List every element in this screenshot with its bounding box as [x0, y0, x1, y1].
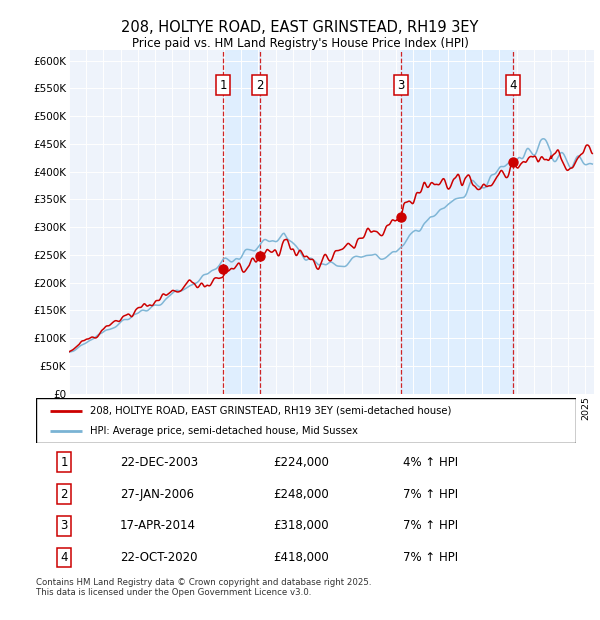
Text: 208, HOLTYE ROAD, EAST GRINSTEAD, RH19 3EY: 208, HOLTYE ROAD, EAST GRINSTEAD, RH19 3… [121, 20, 479, 35]
Text: 1: 1 [220, 79, 227, 92]
Text: 22-DEC-2003: 22-DEC-2003 [120, 456, 198, 469]
Text: Price paid vs. HM Land Registry's House Price Index (HPI): Price paid vs. HM Land Registry's House … [131, 37, 469, 50]
Text: £224,000: £224,000 [274, 456, 329, 469]
Text: £418,000: £418,000 [274, 551, 329, 564]
Text: 7% ↑ HPI: 7% ↑ HPI [403, 520, 458, 533]
Text: HPI: Average price, semi-detached house, Mid Sussex: HPI: Average price, semi-detached house,… [90, 426, 358, 436]
Text: 4: 4 [61, 551, 68, 564]
Text: £248,000: £248,000 [274, 487, 329, 500]
Text: 7% ↑ HPI: 7% ↑ HPI [403, 551, 458, 564]
Text: 17-APR-2014: 17-APR-2014 [120, 520, 196, 533]
Text: Contains HM Land Registry data © Crown copyright and database right 2025.
This d: Contains HM Land Registry data © Crown c… [36, 578, 371, 597]
Text: 7% ↑ HPI: 7% ↑ HPI [403, 487, 458, 500]
Text: £318,000: £318,000 [274, 520, 329, 533]
Bar [223, 50, 260, 394]
Text: 4% ↑ HPI: 4% ↑ HPI [403, 456, 458, 469]
Text: 3: 3 [397, 79, 405, 92]
Text: 27-JAN-2006: 27-JAN-2006 [120, 487, 194, 500]
Text: 1: 1 [61, 456, 68, 469]
Text: 2: 2 [61, 487, 68, 500]
Text: 2: 2 [256, 79, 263, 92]
Bar [401, 50, 513, 394]
Text: 3: 3 [61, 520, 68, 533]
Text: 4: 4 [509, 79, 517, 92]
Text: 22-OCT-2020: 22-OCT-2020 [120, 551, 197, 564]
Text: 208, HOLTYE ROAD, EAST GRINSTEAD, RH19 3EY (semi-detached house): 208, HOLTYE ROAD, EAST GRINSTEAD, RH19 3… [90, 405, 451, 416]
